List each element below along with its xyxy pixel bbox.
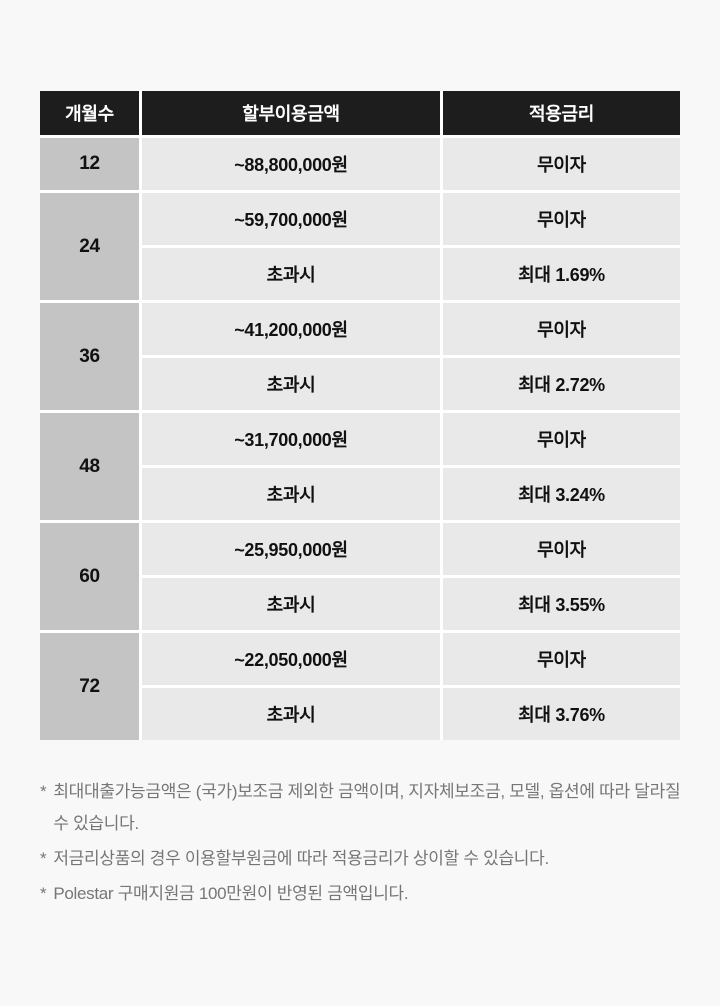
months-cell: 60 [40, 523, 139, 630]
table-row: ~59,700,000원 무이자 [142, 193, 680, 245]
amount-cell: 초과시 [142, 688, 440, 740]
table-group-60: 60 ~25,950,000원 무이자 초과시 최대 3.55% [40, 523, 680, 630]
amount-cell: ~59,700,000원 [142, 193, 440, 245]
table-row: ~41,200,000원 무이자 [142, 303, 680, 355]
amount-cell: 초과시 [142, 358, 440, 410]
subrows: ~31,700,000원 무이자 초과시 최대 3.24% [142, 413, 680, 520]
rate-cell: 최대 3.55% [443, 578, 680, 630]
rate-cell: 무이자 [443, 633, 680, 685]
asterisk-marker: * [40, 884, 47, 903]
rate-cell: 무이자 [443, 193, 680, 245]
asterisk-marker: * [40, 849, 47, 868]
table-row: ~88,800,000원 무이자 [142, 138, 680, 190]
table-row: ~31,700,000원 무이자 [142, 413, 680, 465]
table-row: 초과시 최대 2.72% [142, 358, 680, 410]
table-group-12: 12 ~88,800,000원 무이자 [40, 138, 680, 190]
amount-cell: 초과시 [142, 468, 440, 520]
amount-cell: ~88,800,000원 [142, 138, 440, 190]
months-cell: 36 [40, 303, 139, 410]
header-cell-1: 할부이용금액 [142, 91, 440, 135]
footnote: * 최대대출가능금액은 (국가)보조금 제외한 금액이며, 지자체보조금, 모델,… [40, 776, 688, 840]
table-group-24: 24 ~59,700,000원 무이자 초과시 최대 1.69% [40, 193, 680, 300]
table-header-row: 개월수 할부이용금액 적용금리 [40, 91, 680, 135]
table-body: 12 ~88,800,000원 무이자 24 ~59,700,000원 무이자 초과시 최대 … [40, 138, 680, 740]
amount-cell: ~41,200,000원 [142, 303, 440, 355]
rate-cell: 최대 3.76% [443, 688, 680, 740]
subrows: ~59,700,000원 무이자 초과시 최대 1.69% [142, 193, 680, 300]
amount-cell: ~22,050,000원 [142, 633, 440, 685]
table-row: ~22,050,000원 무이자 [142, 633, 680, 685]
rate-cell: 최대 2.72% [443, 358, 680, 410]
subrows: ~22,050,000원 무이자 초과시 최대 3.76% [142, 633, 680, 740]
months-cell: 24 [40, 193, 139, 300]
table-row: 초과시 최대 1.69% [142, 248, 680, 300]
installment-rate-table: 개월수 할부이용금액 적용금리 12 ~88,800,000원 무이자 24 ~59,700… [40, 91, 680, 740]
subrows: ~41,200,000원 무이자 초과시 최대 2.72% [142, 303, 680, 410]
amount-cell: ~25,950,000원 [142, 523, 440, 575]
months-cell: 48 [40, 413, 139, 520]
header-cell-2: 적용금리 [443, 91, 680, 135]
footnote: * 저금리상품의 경우 이용할부원금에 따라 적용금리가 상이할 수 있습니다. [40, 843, 688, 875]
months-cell: 72 [40, 633, 139, 740]
subrows: ~25,950,000원 무이자 초과시 최대 3.55% [142, 523, 680, 630]
table-group-48: 48 ~31,700,000원 무이자 초과시 최대 3.24% [40, 413, 680, 520]
footnotes: * 최대대출가능금액은 (국가)보조금 제외한 금액이며, 지자체보조금, 모델,… [40, 776, 688, 913]
rate-cell: 최대 1.69% [443, 248, 680, 300]
amount-cell: 초과시 [142, 248, 440, 300]
table-row: 초과시 최대 3.76% [142, 688, 680, 740]
footnote-text: Polestar 구매지원금 100만원이 반영된 금액입니다. [53, 884, 409, 903]
months-cell: 12 [40, 138, 139, 190]
footnote: * Polestar 구매지원금 100만원이 반영된 금액입니다. [40, 878, 688, 910]
amount-cell: ~31,700,000원 [142, 413, 440, 465]
table-row: 초과시 최대 3.24% [142, 468, 680, 520]
rate-cell: 최대 3.24% [443, 468, 680, 520]
header-cell-0: 개월수 [40, 91, 139, 135]
table-row: 초과시 최대 3.55% [142, 578, 680, 630]
footnote-text: 저금리상품의 경우 이용할부원금에 따라 적용금리가 상이할 수 있습니다. [53, 849, 549, 868]
rate-cell: 무이자 [443, 523, 680, 575]
footnote-text: 최대대출가능금액은 (국가)보조금 제외한 금액이며, 지자체보조금, 모델, … [53, 782, 681, 833]
table-row: ~25,950,000원 무이자 [142, 523, 680, 575]
table-group-36: 36 ~41,200,000원 무이자 초과시 최대 2.72% [40, 303, 680, 410]
rate-cell: 무이자 [443, 303, 680, 355]
rate-cell: 무이자 [443, 413, 680, 465]
asterisk-marker: * [40, 782, 47, 801]
table-group-72: 72 ~22,050,000원 무이자 초과시 최대 3.76% [40, 633, 680, 740]
subrows: ~88,800,000원 무이자 [142, 138, 680, 190]
amount-cell: 초과시 [142, 578, 440, 630]
rate-cell: 무이자 [443, 138, 680, 190]
